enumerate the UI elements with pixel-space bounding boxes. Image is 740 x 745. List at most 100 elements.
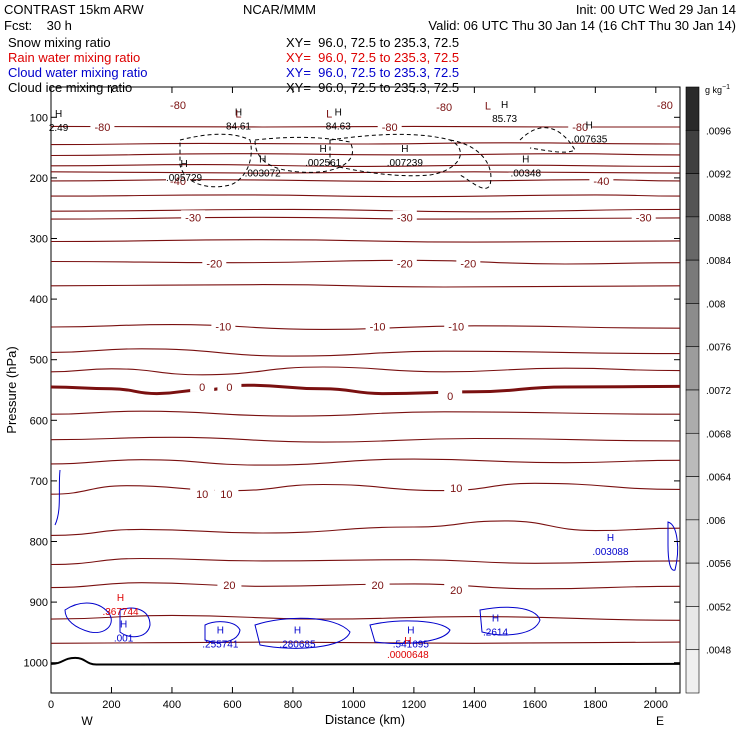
maximum-value-label: 2.49 [49,123,69,134]
colorbar-swatch [685,606,700,651]
colorbar-unit: g kg−1 [705,84,730,95]
x-tick-label: 800 [284,699,302,711]
colorbar-label: .0056 [706,559,731,570]
colorbar-swatch [685,389,700,434]
y-axis-title: Pressure (hPa) [4,346,19,433]
y-tick-label: 100 [30,112,48,124]
colorbar-label: .006 [706,516,726,527]
temperature-label-layer: -80 -80 -80 -80 -80 -80 -40 -40 -30 -30 -30 -20 -20 -… [90,98,677,597]
isotherm-label: 20 [450,585,462,597]
maximum-value-label: .007239 [387,158,424,169]
isotherm-label: -40 [593,176,609,188]
isotherm-line [50,153,681,157]
isotherm-line [50,482,681,495]
axes: 0 200 400 600 800 1000 1200 1400 1600 1800 2000100… [24,87,680,711]
colorbar-swatch [685,216,700,261]
high-marker: H [407,626,414,637]
x-tick-label: 400 [163,699,181,711]
isotherm-line [50,142,681,146]
isotherm-label: -40 [170,176,186,188]
high-marker: H [320,144,327,155]
high-marker: H [522,155,529,166]
maximum-value-label: .002561 [305,158,342,169]
isotherm-label: -20 [460,258,476,270]
isotherm-label: -30 [636,212,652,224]
high-marker: H [404,636,411,647]
label-backdrop [90,119,115,132]
surface-line [50,656,681,666]
colorbar-label: .0064 [706,473,731,484]
isotherm-label: -30 [185,212,201,224]
colorbar-swatch [685,476,700,521]
colorbar-swatch [685,259,700,304]
maximum-value-label: .003072 [245,169,282,180]
x-tick-label: 600 [223,699,241,711]
maximum-value-label: .005729 [166,173,203,184]
high-marker: H [294,626,301,637]
colorbar-swatch [685,432,700,477]
colorbar-swatch [685,303,700,348]
colorbar: .0096 .0092 .0088 .0084 .008 .0076 .0072 .0068.… [685,86,731,694]
maximum-value-label: .001 [114,633,134,644]
y-tick-label: 300 [30,234,48,246]
isotherm-line [50,208,681,213]
field-snow-name: Snow mixing ratio [8,35,111,50]
x-axis-title: Distance (km) [325,712,405,727]
isotherm-line [50,324,681,330]
isotherm-label: -10 [370,321,386,333]
cloud-ice-contour [254,136,353,173]
label-backdrop [211,319,236,332]
isotherm-line [50,410,681,417]
field-cloud-water-xy: XY= 96.0, 72.5 to 235.3, 72.5 [286,65,459,80]
maximum-value-label: .003088 [592,547,629,558]
maximum-value-label: .007635 [571,135,608,146]
colorbar-label: .0068 [706,429,731,440]
isotherm-label: 10 [196,489,208,501]
colorbar-swatch [685,346,700,391]
cloud-ice-contour [449,139,492,189]
isotherm-label: 10 [450,483,462,495]
isotherm-label: 20 [223,580,235,592]
isotherm-line [50,348,681,357]
cloud-water-contour [204,621,241,643]
high-marker: H [217,626,224,637]
label-backdrop [589,173,614,186]
isotherm-line [50,171,681,174]
cloud-ice-contour [329,133,461,177]
isotherm-label: -10 [215,321,231,333]
maximum-value-label: .0000648 [387,650,429,661]
high-marker: H [117,593,124,604]
high-marker: H [501,100,508,111]
label-backdrop [456,256,481,269]
east-label: E [656,714,664,728]
isotherm-line [50,284,681,288]
label-backdrop [202,256,227,269]
high-marker: H [492,613,499,624]
isotherm-label: -80 [170,100,186,112]
isotherm-label: -10 [448,321,464,333]
label-backdrop [365,578,390,591]
label-backdrop [444,481,469,494]
label-backdrop [392,210,417,223]
colorbar-label: .0076 [706,343,731,354]
y-tick-label: 200 [30,173,48,185]
label-backdrop [377,119,402,132]
maximum-value-label: 84.63 [326,121,351,132]
isotherm-line [50,557,681,566]
cloud-ice-contour [179,133,252,188]
field-rain-xy: XY= 96.0, 72.5 to 235.3, 72.5 [286,50,459,65]
colorbar-label: .0084 [706,256,731,267]
label-backdrop [392,256,417,269]
label-backdrop [365,319,390,332]
label-backdrop [444,319,469,332]
colorbar-label: .0092 [706,170,731,181]
isotherm-label: -80 [382,122,398,134]
field-rain-name: Rain water mixing ratio [8,50,140,65]
colorbar-label: .008 [706,299,726,310]
y-tick-label: 700 [30,476,48,488]
isotherm-label: 20 [371,580,383,592]
maximum-value-label: .280685 [279,640,316,651]
maximum-value-label: .00348 [510,169,541,180]
colorbar-swatch [685,519,700,564]
